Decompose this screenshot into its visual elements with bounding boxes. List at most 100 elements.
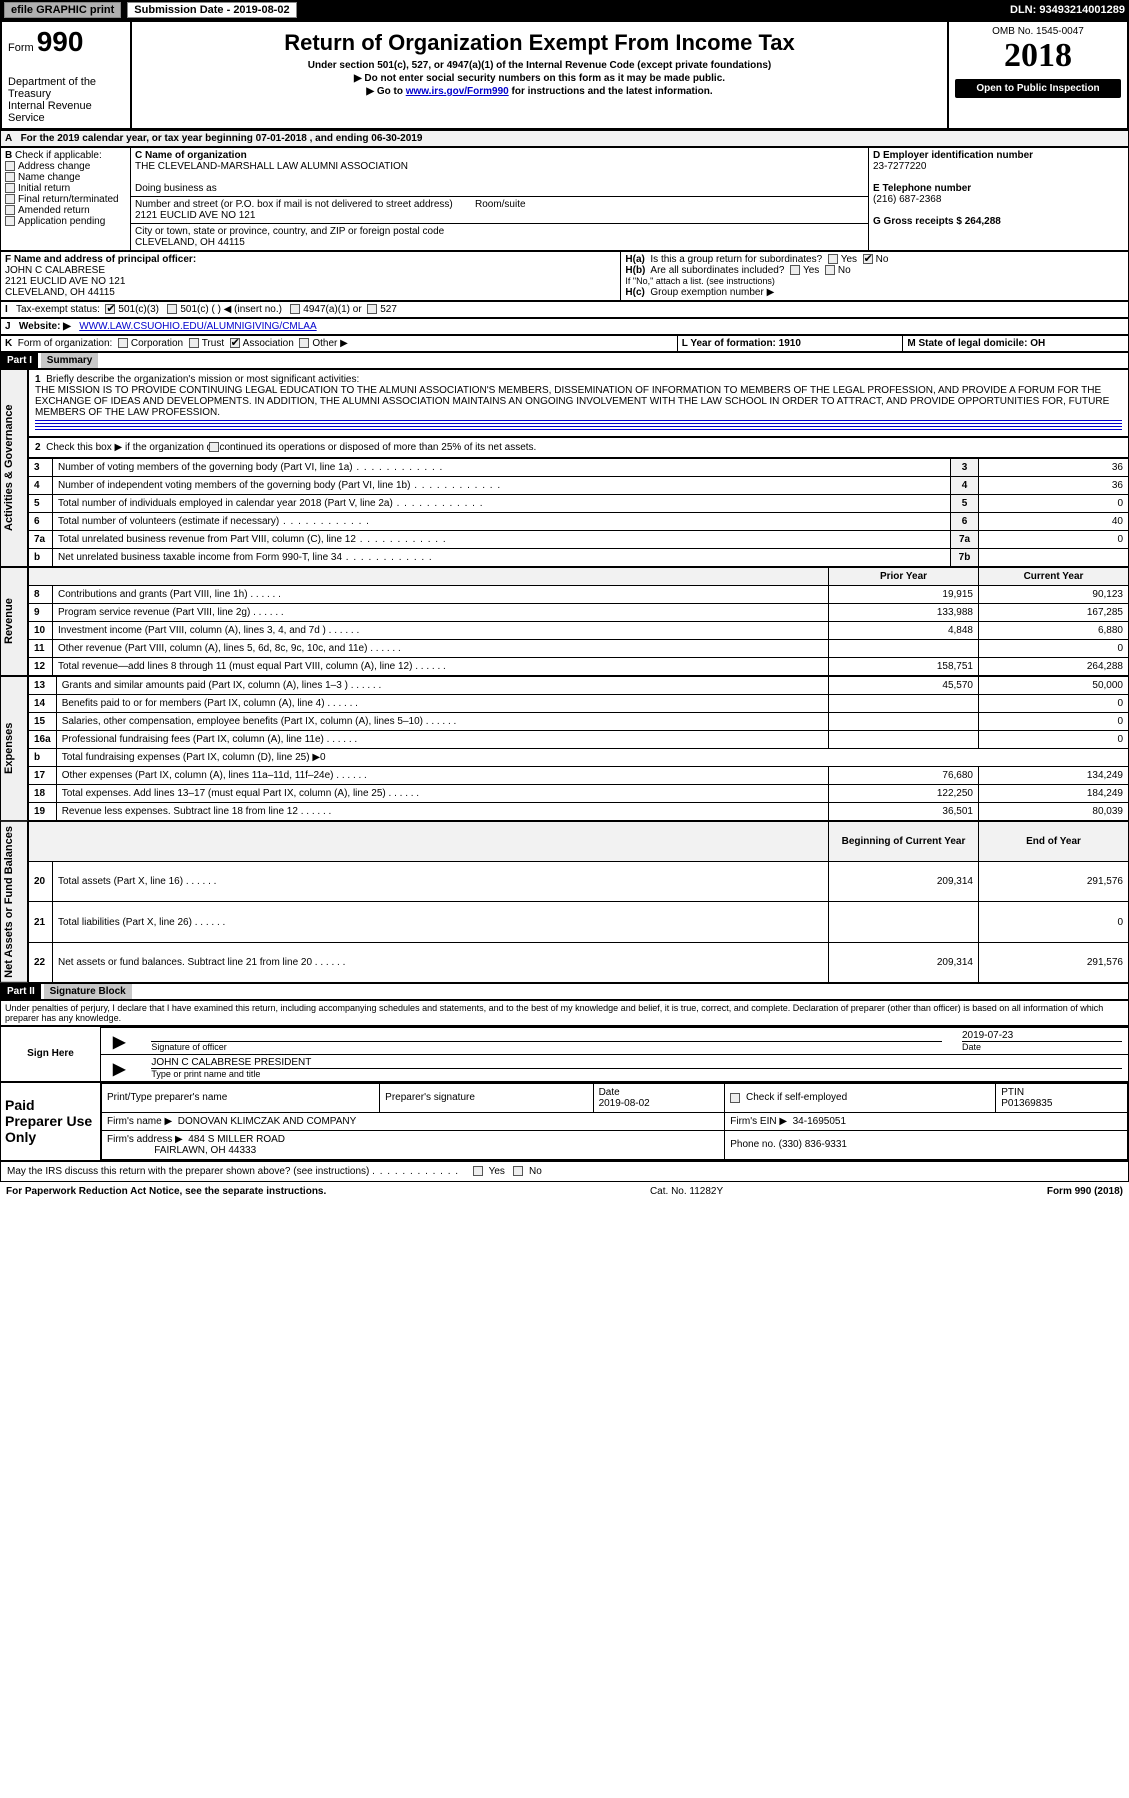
i-501c[interactable] [167,304,177,314]
line-num: 12 [29,658,53,676]
officer-typed-name: JOHN C CALABRESE PRESIDENT [151,1057,1122,1068]
line-num: 20 [29,862,53,902]
part2-title: Signature Block [44,984,132,999]
line1-text: Briefly describe the organization's miss… [46,374,359,385]
line-desc: Total liabilities (Part X, line 26) [53,902,829,942]
line-desc: Other expenses (Part IX, column (A), lin… [56,767,828,785]
sub3-pre: ▶ Go to [366,86,405,97]
checkbox-final-return[interactable] [5,194,15,204]
checkbox-address-change[interactable] [5,161,15,171]
sig-officer-label: Signature of officer [151,1041,942,1052]
footer-left: For Paperwork Reduction Act Notice, see … [6,1186,326,1197]
line-amount: 36 [979,459,1129,477]
exp-table: 13Grants and similar amounts paid (Part … [28,676,1129,821]
discuss-yes[interactable] [473,1166,483,1176]
prior-amount: 158,751 [829,658,979,676]
prior-amount: 19,915 [829,586,979,604]
line-desc: Total revenue—add lines 8 through 11 (mu… [53,658,829,676]
line-num: 17 [29,767,57,785]
table-row: 13Grants and similar amounts paid (Part … [29,677,1129,695]
prior-amount [829,640,979,658]
table-row: 11Other revenue (Part VIII, column (A), … [29,640,1129,658]
sidebar-net: Net Assets or Fund Balances [0,821,28,983]
opt-initial: Initial return [18,183,70,194]
city-value: CLEVELAND, OH 44115 [135,237,245,248]
line2-checkbox[interactable] [209,442,219,452]
line-cellnum: 7a [951,531,979,549]
hb-yes[interactable] [790,265,800,275]
ha-no[interactable] [863,254,873,264]
prior-amount: 122,250 [829,785,979,803]
line-desc: Revenue less expenses. Subtract line 18 … [56,803,828,821]
officer-street: 2121 EUCLID AVE NO 121 [5,276,125,287]
table-row: 5Total number of individuals employed in… [29,495,1129,513]
year-cell: OMB No. 1545-0047 2018 Open to Public In… [948,21,1128,129]
prior-amount: 209,314 [829,942,979,982]
form990-link[interactable]: www.irs.gov/Form990 [406,86,509,97]
form-number-cell: Form 990 Department of the Treasury Inte… [1,21,131,129]
line-amount: 40 [979,513,1129,531]
efile-button[interactable]: efile GRAPHIC print [4,2,121,18]
k-trust[interactable] [189,338,199,348]
current-amount: 0 [979,713,1129,731]
discuss-row: May the IRS discuss this return with the… [0,1161,1129,1182]
discuss-yes-label: Yes [489,1166,505,1177]
line2-text: Check this box ▶ if the organization dis… [46,442,536,453]
line-cellnum: 6 [951,513,979,531]
k-label: Form of organization: [18,338,113,349]
line-amount: 36 [979,477,1129,495]
opt-501c: 501(c) ( ) ◀ (insert no.) [180,304,282,315]
subtitle-1: Under section 501(c), 527, or 4947(a)(1)… [138,60,941,71]
prior-amount [829,731,979,749]
end-year-header: End of Year [979,822,1129,862]
line-num: 6 [29,513,53,531]
k-assoc[interactable] [230,338,240,348]
officer-city: CLEVELAND, OH 44115 [5,287,115,298]
checkbox-name-change[interactable] [5,172,15,182]
section-bcdefg: B Check if applicable: Address change Na… [0,147,1129,251]
prior-amount: 133,988 [829,604,979,622]
irs-label: Internal Revenue Service [8,100,124,124]
i-527[interactable] [367,304,377,314]
hb-no[interactable] [825,265,835,275]
firm-name: DONOVAN KLIMCZAK AND COMPANY [178,1116,357,1127]
line-cellnum: 4 [951,477,979,495]
table-row: 6Total number of volunteers (estimate if… [29,513,1129,531]
omb-number: OMB No. 1545-0047 [955,26,1121,37]
line-desc: Total fundraising expenses (Part IX, col… [56,749,1128,767]
prep-name-label: Print/Type preparer's name [102,1083,380,1112]
yes-label-2: Yes [803,265,819,276]
discuss-no[interactable] [513,1166,523,1176]
rev-table: Prior Year Current Year 8Contributions a… [28,567,1129,676]
table-row: 10Investment income (Part VIII, column (… [29,622,1129,640]
line-desc: Total number of individuals employed in … [53,495,951,513]
k-other[interactable] [299,338,309,348]
checkbox-application-pending[interactable] [5,216,15,226]
line-cellnum: 7b [951,549,979,567]
preparer-table: Print/Type preparer's name Preparer's si… [101,1083,1128,1160]
current-amount: 0 [979,902,1129,942]
opt-assoc: Association [243,338,294,349]
h-note: If "No," attach a list. (see instruction… [625,276,774,286]
line-desc: Net assets or fund balances. Subtract li… [53,942,829,982]
self-employed-checkbox[interactable] [730,1093,740,1103]
form-title: Return of Organization Exempt From Incom… [138,30,941,56]
ha-yes[interactable] [828,254,838,264]
website-link[interactable]: WWW.LAW.CSUOHIO.EDU/ALUMNIGIVING/CMLAA [79,321,316,332]
table-row: 8Contributions and grants (Part VIII, li… [29,586,1129,604]
title-cell: Return of Organization Exempt From Incom… [131,21,948,129]
opt-527: 527 [380,304,397,315]
line-num: 7a [29,531,53,549]
i-4947[interactable] [290,304,300,314]
city-label: City or town, state or province, country… [135,226,444,237]
prior-amount: 209,314 [829,862,979,902]
line-desc: Program service revenue (Part VIII, line… [53,604,829,622]
i-501c3[interactable] [105,304,115,314]
line-num: 19 [29,803,57,821]
checkbox-amended-return[interactable] [5,205,15,215]
sub3-post: for instructions and the latest informat… [512,86,713,97]
checkbox-initial-return[interactable] [5,183,15,193]
gov-table: 3Number of voting members of the governi… [28,458,1129,567]
sidebar-gov: Activities & Governance [0,369,28,567]
k-corp[interactable] [118,338,128,348]
